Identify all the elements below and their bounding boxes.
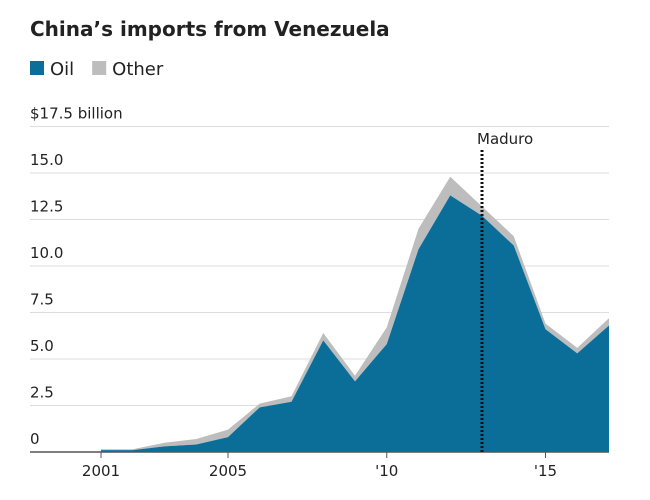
x-tick-label: 2005 <box>209 462 247 480</box>
legend-label: Other <box>112 59 164 80</box>
legend-swatch <box>30 61 44 75</box>
y-tick-label: 10.0 <box>30 244 63 262</box>
area <box>101 195 609 452</box>
y-tick-label: 5.0 <box>30 337 54 355</box>
y-tick-label: $17.5 billion <box>30 105 123 123</box>
chart-title: China’s imports from Venezuela <box>30 17 390 41</box>
x-tick-label: '10 <box>375 462 398 480</box>
x-tick-label: 2001 <box>82 462 120 480</box>
y-tick-label: 7.5 <box>30 291 54 309</box>
y-tick-label: 0 <box>30 430 40 448</box>
legend-swatch <box>92 61 107 75</box>
y-tick-label: 15.0 <box>30 151 63 169</box>
annotation-label: Maduro <box>477 130 533 148</box>
x-tick-label: '15 <box>534 462 557 480</box>
legend-label: Oil <box>50 59 74 80</box>
y-tick-label: 12.5 <box>30 198 63 216</box>
y-tick-label: 2.5 <box>30 384 54 402</box>
